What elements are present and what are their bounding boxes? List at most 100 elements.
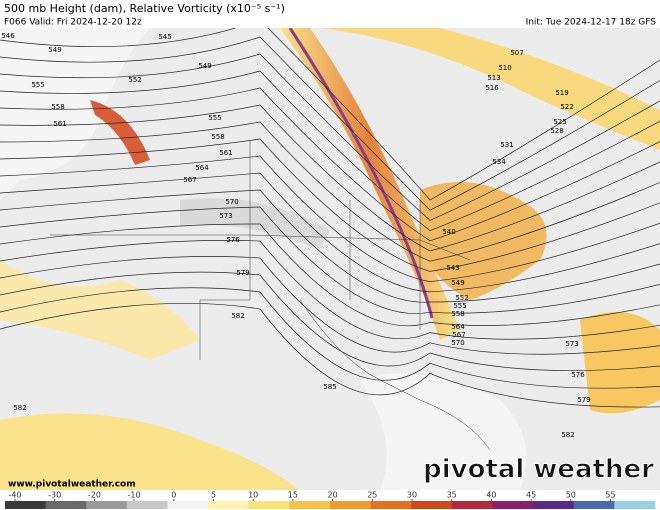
valid-time: F066 Valid: Fri 2024-12-20 12z: [4, 18, 142, 28]
contour-line: [0, 19, 660, 201]
contour-line: [0, 223, 660, 327]
contour-line: [0, 121, 660, 262]
contour-label: 516: [485, 84, 499, 92]
contour-label: 573: [565, 340, 578, 348]
contour-label: 576: [226, 236, 240, 244]
contour-label: 549: [48, 46, 61, 54]
contour-line: [0, 138, 660, 272]
contour-label: 558: [51, 103, 64, 111]
contour-line: [0, 206, 660, 314]
colorbar-tick-label: 40: [486, 491, 496, 500]
colorbar-segment: [208, 501, 250, 509]
contour-line: [0, 87, 660, 242]
contour-label: 585: [323, 383, 336, 391]
colorbar-tick-label: 35: [447, 491, 457, 500]
contour-label: 531: [500, 141, 513, 149]
colorbar-tick-label: 50: [566, 491, 576, 500]
colorbar-tick-label: -20: [88, 491, 101, 500]
contour-label: 555: [208, 114, 221, 122]
colorbar-segment: [126, 501, 168, 509]
contour-label: 555: [453, 302, 466, 310]
colorbar-segment: [573, 501, 615, 509]
contour-label: 582: [13, 404, 26, 412]
colorbar-tick-label: 20: [328, 491, 338, 500]
contour-label: 543: [446, 264, 459, 272]
colorbar-tick-label: 15: [288, 491, 298, 500]
colorbar-segment: [45, 501, 87, 509]
contour-line: [0, 240, 660, 340]
contour-label: 545: [158, 33, 171, 41]
contour-label: 525: [553, 118, 566, 126]
contour-label: 570: [451, 339, 464, 347]
height-contours: [0, 19, 660, 408]
colorbar-segment: [167, 501, 209, 509]
contour-label: 567: [452, 331, 465, 339]
colorbar-tick-label: -10: [128, 491, 141, 500]
colorbar-segment: [330, 501, 372, 509]
colorbar-tick-label: 0: [171, 491, 176, 500]
contour-label: 573: [219, 212, 232, 220]
contour-line: [0, 189, 660, 303]
contour-line: [0, 53, 660, 221]
colorbar-segment: [289, 501, 331, 509]
website: www.pivotalweather.com: [8, 480, 136, 490]
colorbar-tick-label: 30: [407, 491, 417, 500]
colorbar-segment: [533, 501, 575, 509]
contour-label: 549: [198, 62, 211, 70]
borders: [50, 140, 491, 451]
contour-label: 513: [487, 74, 500, 82]
colorbar-segment: [86, 501, 128, 509]
colorbar-segment: [614, 501, 656, 509]
colorbar-segment: [5, 501, 47, 509]
contour-label: 561: [53, 120, 66, 128]
contour-line: [0, 271, 660, 371]
colorbar-tick-label: 45: [526, 491, 536, 500]
contour-line: [0, 256, 660, 355]
title: 500 mb Height (dam), Relative Vorticity …: [4, 2, 285, 15]
contour-label: 510: [498, 64, 511, 72]
colorbar-tick-label: 10: [248, 491, 258, 500]
contour-label: 582: [231, 312, 244, 320]
init-time: Init: Tue 2024-12-17 18z GFS: [526, 18, 657, 28]
colorbar-tick-label: 55: [605, 491, 615, 500]
colorbar-segment: [492, 501, 534, 509]
contour-label: 558: [211, 133, 224, 141]
contour-label: 549: [451, 279, 464, 287]
contour-label: 555: [31, 81, 44, 89]
colorbar-tick-label: -40: [8, 491, 21, 500]
map-background: [0, 28, 660, 490]
contour-label: 534: [492, 158, 506, 166]
colorbar-tick-label: 25: [367, 491, 377, 500]
contour-line: [0, 70, 660, 231]
contour-line: [0, 287, 660, 389]
colorbar-segment: [451, 501, 493, 509]
colorbar-segment: [411, 501, 453, 509]
colorbar-tick-label: -30: [48, 491, 61, 500]
contour-label: 552: [128, 76, 141, 84]
brand: pivotal weather: [423, 455, 654, 485]
contour-line: [0, 172, 660, 293]
contour-label: 570: [225, 198, 238, 206]
contour-line: [0, 36, 660, 211]
contour-label: 528: [550, 127, 563, 135]
contour-label: 582: [561, 431, 574, 439]
colorbar-tick-label: 5: [211, 491, 216, 500]
contour-label: 567: [183, 176, 196, 184]
contour-label: 558: [451, 310, 464, 318]
contour-label: 579: [236, 269, 249, 277]
contour-label: 540: [442, 228, 455, 236]
contour-label: 564: [195, 164, 209, 172]
contour-line: [0, 302, 660, 408]
contour-label: 564: [451, 323, 465, 331]
contour-label: 561: [219, 149, 232, 157]
contour-label: 522: [560, 103, 573, 111]
contour-label: 546: [1, 32, 15, 40]
header-bar: [0, 0, 660, 28]
contour-label: 579: [577, 396, 590, 404]
contour-label: 519: [555, 89, 568, 97]
contour-label: 576: [571, 371, 585, 379]
contour-label: 552: [455, 294, 468, 302]
colorbar-segment: [370, 501, 412, 509]
contour-line: [0, 104, 660, 252]
